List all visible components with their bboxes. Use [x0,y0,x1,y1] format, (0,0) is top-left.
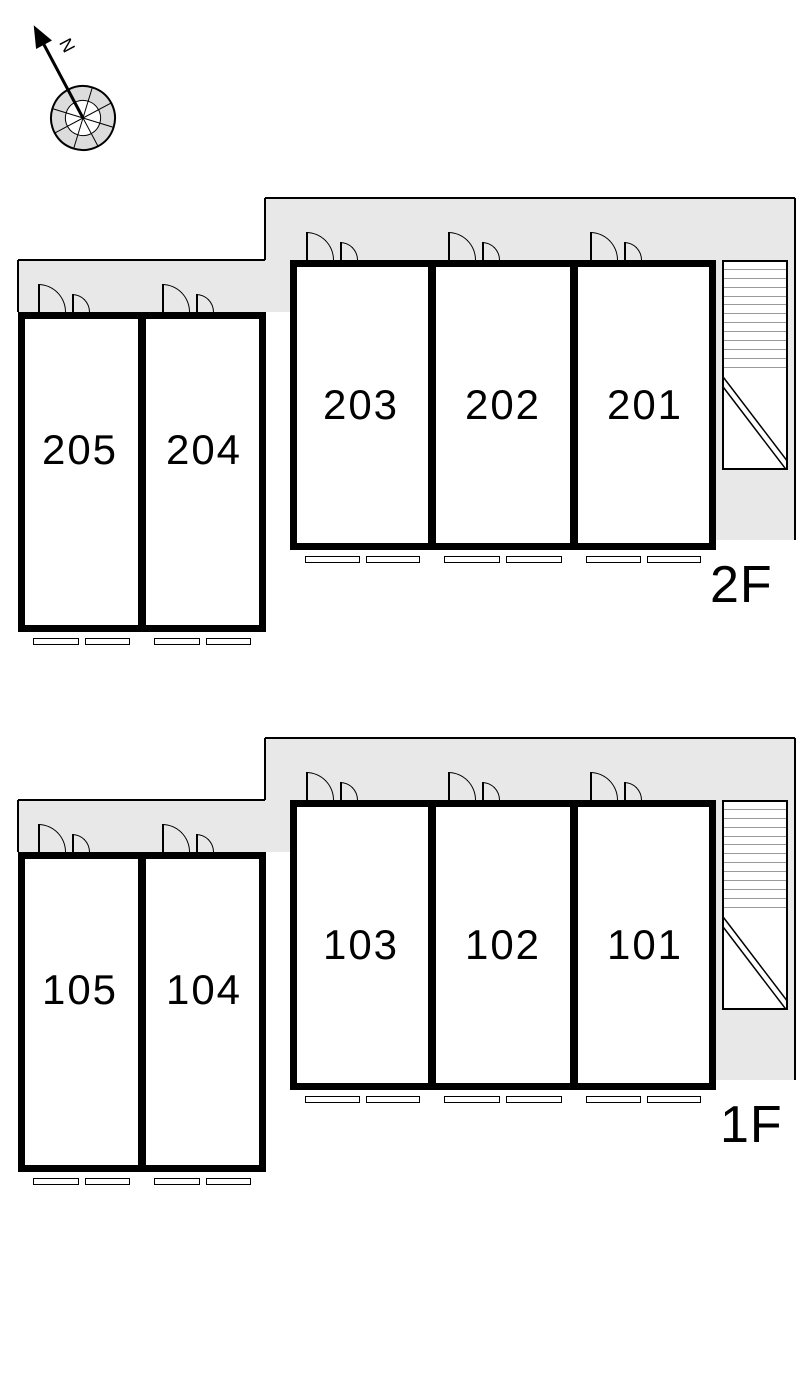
unit-label: 202 [465,381,541,429]
door-icon [38,818,98,852]
floor-label: 1F [720,1095,783,1155]
floor-plan-stage: N 205 204 203 202 201 2F 105 104 103 102 101 1F [0,0,800,1373]
unit-label: 203 [323,381,399,429]
unit-label: 204 [166,426,242,474]
door-icon [162,278,222,312]
stairs [722,260,788,470]
window-sill [154,1178,251,1188]
door-icon [448,226,508,260]
door-icon [590,766,650,800]
window-sill [33,1178,130,1188]
corridor-outline [18,259,265,261]
corridor-outline [794,738,796,1080]
corridor-outline [794,198,796,540]
door-icon [448,766,508,800]
door-icon [162,818,222,852]
compass-icon: N [28,8,178,158]
corridor-outline [17,800,19,852]
corridor-outline [265,197,795,199]
window-sill [305,1096,420,1106]
window-sill [444,1096,562,1106]
stairs [722,800,788,1010]
window-sill [33,638,130,648]
unit-label: 101 [607,921,683,969]
window-sill [444,556,562,566]
window-sill [305,556,420,566]
unit-label: 205 [42,426,118,474]
corridor-outline [264,198,266,260]
corridor-outline [264,738,266,800]
window-sill [154,638,251,648]
svg-text:N: N [55,35,79,56]
unit-label: 201 [607,381,683,429]
floor-label: 2F [710,555,773,615]
corridor-outline [17,260,19,312]
unit-label: 104 [166,966,242,1014]
unit-label: 105 [42,966,118,1014]
door-icon [306,226,366,260]
corridor-outline [265,737,795,739]
unit-label: 103 [323,921,399,969]
door-icon [38,278,98,312]
door-icon [306,766,366,800]
door-icon [590,226,650,260]
window-sill [586,1096,701,1106]
corridor-outline [18,799,265,801]
window-sill [586,556,701,566]
unit-label: 102 [465,921,541,969]
